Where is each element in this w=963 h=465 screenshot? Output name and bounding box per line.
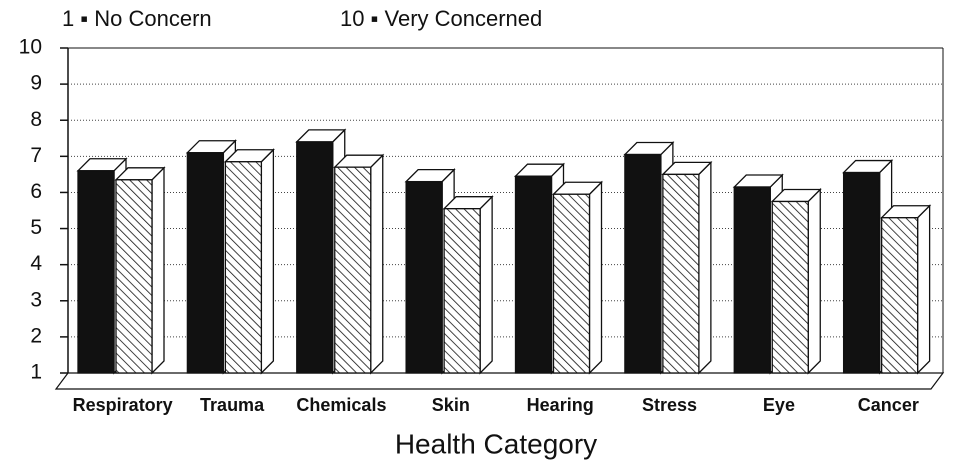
bar-front [115,179,153,374]
bar-front [296,141,334,374]
y-tick-label: 7 [30,144,42,167]
bar [880,204,932,375]
bar-front [514,175,553,374]
bar-front [624,153,662,374]
y-tick-label: 1 [30,361,42,384]
x-axis-title: Health Category [395,428,597,459]
y-tick-label: 9 [30,72,42,95]
x-tick-label: Skin [432,395,470,415]
x-tick-label: Eye [763,395,795,415]
bar-side [151,166,165,375]
floor [54,372,945,390]
bar-side [588,180,603,375]
bar-side [370,153,384,375]
bar-front [552,193,591,374]
bar-side [916,204,931,375]
bar-front [186,152,225,374]
annotation: 1 ▪ No Concern [62,6,212,31]
y-tick-label: 8 [30,108,42,131]
bar [114,166,166,375]
y-tick-label: 10 [19,36,42,59]
bar-front [662,173,700,374]
x-tick-label: Chemicals [296,395,386,415]
bar [661,160,713,375]
x-tick-label: Cancer [858,395,919,415]
bar [442,195,494,375]
bar-front [733,186,771,374]
bar-front [405,180,443,374]
x-tick-label: Stress [642,395,697,415]
x-tick-label: Hearing [527,395,594,415]
bar-side [260,148,275,375]
bar-front [443,208,481,374]
bar [223,148,275,375]
y-tick-label: 4 [30,252,42,275]
x-tick-label: Trauma [200,395,265,415]
bar-side [698,160,712,375]
bar-front [77,170,115,374]
y-tick-label: 3 [30,288,42,311]
bar-front [334,166,372,374]
bar-front [842,171,881,374]
bar-front [771,200,809,374]
bar-side [807,187,821,375]
bar [770,187,822,375]
bar-side [479,195,493,375]
y-tick-label: 5 [30,216,42,239]
x-tick-label: Respiratory [73,395,173,415]
bar-front [224,161,263,374]
bar [333,153,385,375]
y-tick-label: 6 [30,180,42,203]
bar [551,180,604,375]
bar-front [880,217,919,374]
y-tick-label: 2 [30,324,42,347]
annotation: 10 ▪ Very Concerned [340,6,542,31]
